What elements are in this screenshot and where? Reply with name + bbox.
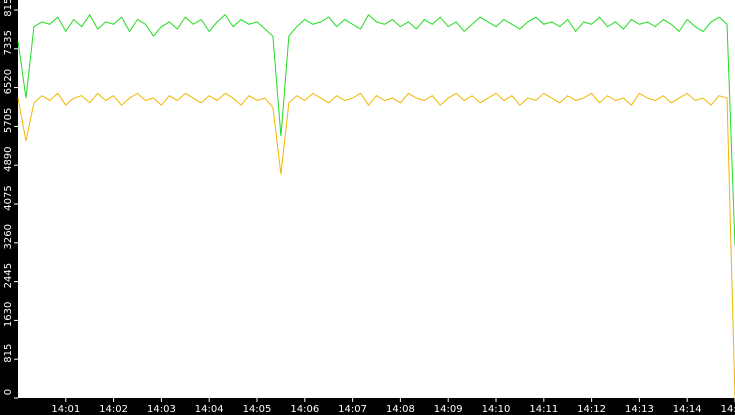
x-tick-label: 14:14 <box>673 404 702 415</box>
y-tick-label: 6520 <box>3 69 14 94</box>
x-tick-label: 14:08 <box>386 404 415 415</box>
x-tick-label: 14:06 <box>290 404 319 415</box>
y-tick-label: 1630 <box>3 302 14 327</box>
series-line <box>17 92 735 399</box>
x-tick-label: 14:07 <box>338 404 367 415</box>
x-tick-label: 14:04 <box>195 404 224 415</box>
x-tick-label: 14:03 <box>147 404 176 415</box>
y-tick-label: 4075 <box>3 185 14 210</box>
x-tick-label: 14:02 <box>99 404 128 415</box>
x-tick-label: 14:10 <box>482 404 511 415</box>
y-tick-label: 4890 <box>3 146 14 171</box>
y-tick-label: 0 <box>3 389 14 395</box>
x-tick-label: 14:11 <box>529 404 558 415</box>
y-axis-bar <box>0 0 18 415</box>
x-tick-label: 14:05 <box>243 404 272 415</box>
x-axis-bar <box>0 398 735 415</box>
y-tick-label: 8150 <box>3 0 14 17</box>
series-line <box>17 13 735 246</box>
x-tick-label: 14:12 <box>577 404 606 415</box>
x-tick-label: 14:09 <box>434 404 463 415</box>
y-tick-label: 7335 <box>3 30 14 55</box>
x-tick-label: 14:13 <box>625 404 654 415</box>
x-tick-label: 14:01 <box>51 404 80 415</box>
y-tick-label: 2445 <box>3 263 14 288</box>
y-tick-label: 815 <box>3 344 14 363</box>
x-tick-label: 14:15 <box>721 404 735 415</box>
y-tick-label: 3260 <box>3 224 14 249</box>
y-tick-label: 5705 <box>3 108 14 133</box>
